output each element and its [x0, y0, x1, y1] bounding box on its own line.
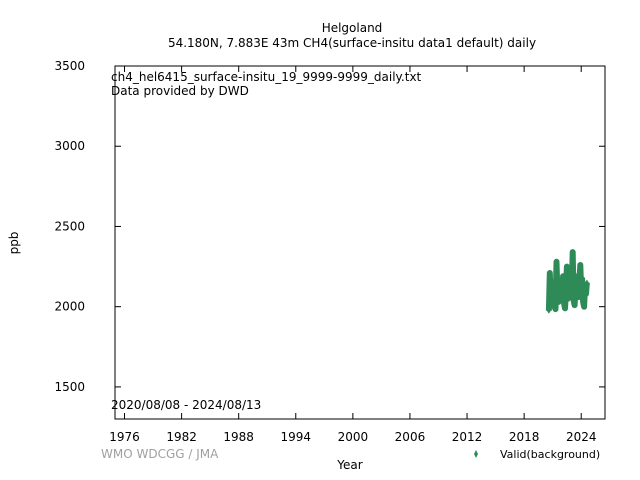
data-point — [557, 279, 562, 286]
data-point — [579, 287, 584, 294]
data-point — [583, 290, 588, 297]
data-point — [561, 273, 566, 280]
data-point — [547, 269, 552, 276]
data-point — [555, 289, 560, 296]
x-tick-label: 2024 — [566, 430, 597, 444]
data-point — [549, 286, 554, 293]
data-point — [567, 292, 572, 299]
data-point — [551, 282, 556, 289]
x-tick-label: 1982 — [166, 430, 197, 444]
annotation-provider: Data provided by DWD — [111, 84, 249, 98]
data-point — [575, 273, 580, 280]
data-point — [578, 261, 583, 268]
data-point — [568, 274, 573, 281]
data-point — [576, 294, 581, 301]
data-point — [571, 297, 576, 304]
data-point — [565, 295, 570, 302]
data-point — [562, 300, 567, 307]
watermark: WMO WDCGG / JMA — [101, 447, 219, 461]
data-point — [556, 298, 561, 305]
y-tick-label: 1500 — [54, 380, 85, 394]
x-tick-label: 1988 — [223, 430, 254, 444]
data-point — [546, 307, 551, 314]
legend: Valid(background) — [474, 448, 600, 461]
legend-marker-icon — [474, 450, 478, 458]
data-point — [584, 279, 589, 286]
plot-frame — [114, 65, 606, 420]
data-point — [550, 294, 555, 301]
data-point — [573, 284, 578, 291]
legend-label: Valid(background) — [500, 448, 600, 461]
x-tick-label: 2000 — [338, 430, 369, 444]
data-point — [569, 289, 574, 296]
x-tick-label: 1994 — [281, 430, 312, 444]
data-point — [559, 284, 564, 291]
y-tick-label: 2500 — [54, 219, 85, 233]
y-axis: 1500 2000 2500 3000 3500 — [54, 59, 605, 394]
x-tick-label: 2006 — [395, 430, 426, 444]
data-point — [570, 249, 575, 256]
y-tick-label: 2000 — [54, 300, 85, 314]
x-axis-label: Year — [336, 458, 362, 472]
data-point — [582, 303, 587, 310]
x-tick-label: 1976 — [109, 430, 140, 444]
data-point — [580, 276, 585, 283]
annotation-filename: ch4_hel6415_surface-insitu_19_9999-9999_… — [111, 70, 422, 84]
y-tick-label: 3000 — [54, 139, 85, 153]
chart-subtitle: 54.180N, 7.883E 43m CH4(surface-insitu d… — [168, 36, 536, 50]
data-point — [572, 302, 577, 309]
y-axis-label: ppb — [7, 232, 21, 255]
data-point — [563, 287, 568, 294]
x-tick-label: 2012 — [452, 430, 483, 444]
data-point — [566, 281, 571, 288]
data-point — [548, 297, 553, 304]
data-point — [583, 284, 588, 291]
x-tick-label: 2018 — [509, 430, 540, 444]
data-point — [577, 279, 582, 286]
x-axis: 1976 1982 1988 1994 2000 2006 2012 2018 2024 — [109, 66, 596, 444]
data-point — [563, 305, 568, 312]
data-series-valid-background — [545, 249, 590, 314]
chart-title: Helgoland — [322, 21, 383, 35]
annotation-date-range: 2020/08/08 - 2024/08/13 — [111, 398, 261, 412]
data-point — [554, 258, 559, 265]
y-tick-label: 3500 — [54, 59, 85, 73]
data-point — [574, 290, 579, 297]
data-point — [560, 290, 565, 297]
data-point — [558, 294, 563, 301]
data-point — [564, 263, 569, 270]
data-point — [553, 306, 558, 313]
data-point — [581, 298, 586, 305]
